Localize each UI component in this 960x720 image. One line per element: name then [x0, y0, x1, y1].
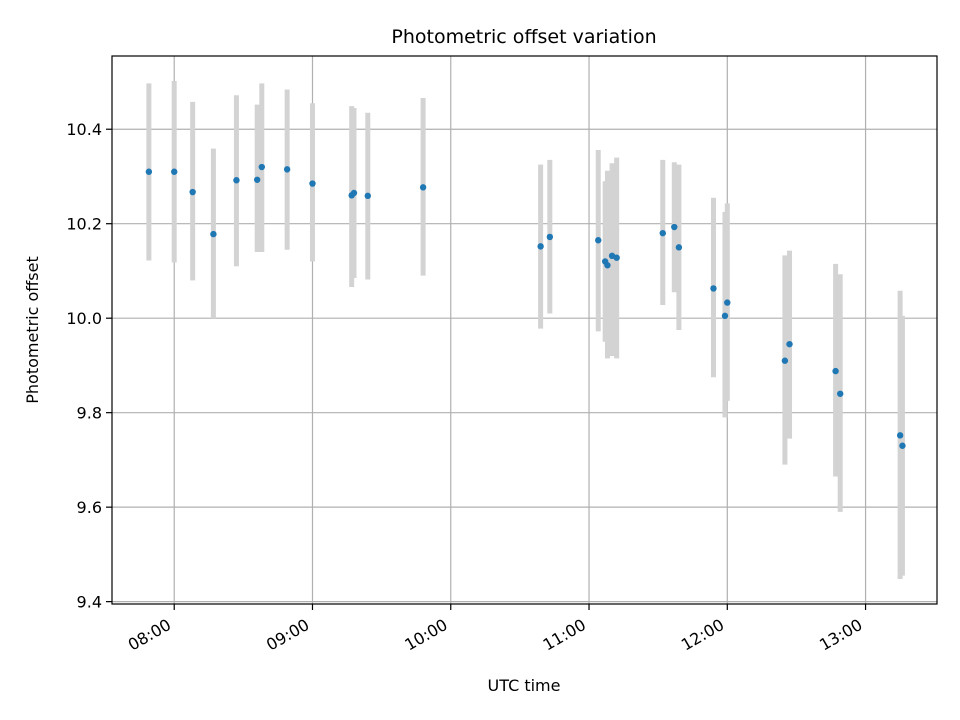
plot-frame — [111, 55, 938, 605]
x-tick-label: 13:00 — [816, 615, 865, 655]
data-point — [675, 244, 683, 251]
y-tick-label: 9.8 — [77, 404, 102, 423]
y-tick-label: 10.0 — [66, 309, 102, 328]
data-point — [837, 390, 844, 397]
y-tick-label: 10.4 — [66, 120, 102, 139]
data-point — [364, 192, 371, 200]
data-point — [832, 367, 839, 375]
data-point — [604, 262, 611, 269]
y-tick-label: 9.4 — [77, 593, 102, 612]
data-point — [145, 168, 153, 175]
x-axis: 08:00 09:00 10:00 11:00 12:00 13:00 — [125, 604, 867, 655]
x-tick-label: 11:00 — [540, 615, 589, 655]
x-tick-label: 10:00 — [401, 615, 450, 655]
data-point — [710, 285, 717, 292]
x-tick-label: 12:00 — [678, 615, 727, 655]
data-point — [189, 188, 196, 196]
data-point — [171, 168, 178, 175]
y-axis-title: Photometric offset — [23, 256, 42, 404]
data-point — [896, 432, 904, 439]
y-axis: 9.4 9.6 9.8 10.0 10.2 10.4 — [66, 120, 112, 612]
data-point — [283, 166, 291, 173]
data-point — [724, 299, 731, 306]
x-axis-title: UTC time — [488, 676, 561, 695]
error-bars — [146, 81, 905, 579]
data-point — [309, 180, 316, 187]
data-point — [721, 312, 729, 320]
data-point — [253, 176, 261, 183]
data-point — [899, 442, 906, 449]
data-point — [210, 230, 217, 238]
data-point — [671, 223, 678, 231]
data-point — [350, 189, 358, 197]
x-tick-label: 08:00 — [125, 615, 174, 655]
chart-title: Photometric offset variation — [391, 26, 656, 48]
data-point — [786, 340, 793, 348]
data-point — [659, 229, 666, 237]
y-tick-label: 10.2 — [66, 215, 102, 234]
data-point — [419, 184, 427, 191]
data-points — [145, 163, 906, 449]
data-point — [546, 233, 554, 241]
x-tick-label: 09:00 — [263, 615, 312, 655]
data-point — [233, 177, 240, 184]
data-point — [781, 357, 789, 364]
data-point — [613, 254, 620, 261]
y-tick-label: 9.6 — [77, 498, 102, 517]
data-point — [258, 163, 265, 171]
data-point — [537, 243, 544, 250]
data-point — [595, 237, 602, 244]
